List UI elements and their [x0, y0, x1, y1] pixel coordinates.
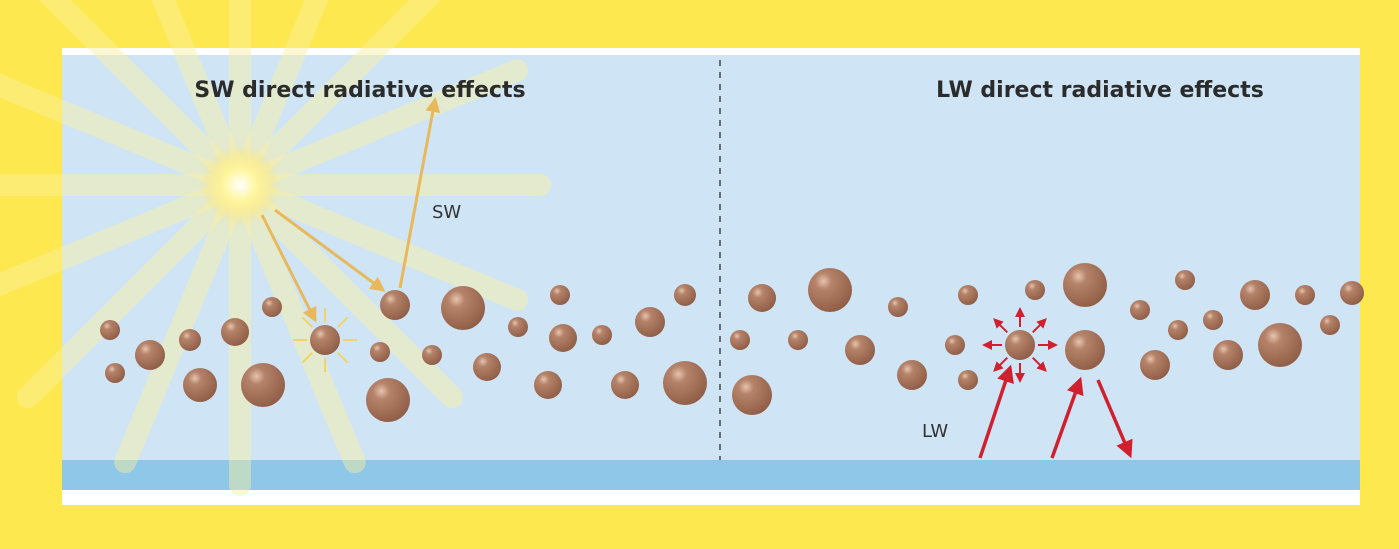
- aerosol: [897, 360, 927, 390]
- aerosol: [1240, 280, 1270, 310]
- aerosol: [808, 268, 852, 312]
- aerosol: [508, 317, 528, 337]
- aerosol: [135, 340, 165, 370]
- aerosol: [1005, 330, 1035, 360]
- aerosol: [674, 284, 696, 306]
- aerosol: [748, 284, 776, 312]
- aerosol: [1340, 281, 1364, 305]
- aerosol: [1258, 323, 1302, 367]
- aerosol: [611, 371, 639, 399]
- aerosol: [788, 330, 808, 350]
- lw-label: LW: [922, 421, 948, 442]
- aerosol: [549, 324, 577, 352]
- aerosol: [1203, 310, 1223, 330]
- aerosol: [473, 353, 501, 381]
- sun: [200, 145, 280, 225]
- aerosol: [310, 325, 340, 355]
- aerosol: [366, 378, 410, 422]
- aerosol: [1320, 315, 1340, 335]
- aerosol: [441, 286, 485, 330]
- aerosol: [370, 342, 390, 362]
- sw-label: SW: [432, 202, 461, 223]
- aerosol: [1175, 270, 1195, 290]
- aerosol: [592, 325, 612, 345]
- aerosol: [888, 297, 908, 317]
- aerosol: [1168, 320, 1188, 340]
- aerosol: [1063, 263, 1107, 307]
- aerosol: [100, 320, 120, 340]
- aerosol: [422, 345, 442, 365]
- aerosol: [945, 335, 965, 355]
- diagram: SW direct radiative effects LW direct ra…: [0, 0, 1399, 549]
- aerosol: [550, 285, 570, 305]
- aerosol: [958, 370, 978, 390]
- aerosol: [958, 285, 978, 305]
- panel-title: LW direct radiative effects: [936, 78, 1264, 103]
- aerosol: [845, 335, 875, 365]
- ground: [62, 460, 1360, 490]
- aerosol: [1140, 350, 1170, 380]
- page: SW direct radiative effects LW direct ra…: [0, 0, 1399, 549]
- aerosol: [534, 371, 562, 399]
- panel-title: SW direct radiative effects: [194, 78, 525, 103]
- aerosol: [663, 361, 707, 405]
- aerosol: [1065, 330, 1105, 370]
- aerosol: [241, 363, 285, 407]
- aerosol: [262, 297, 282, 317]
- aerosol: [732, 375, 772, 415]
- aerosol: [1213, 340, 1243, 370]
- aerosol: [380, 290, 410, 320]
- aerosol: [221, 318, 249, 346]
- aerosol: [179, 329, 201, 351]
- aerosol: [183, 368, 217, 402]
- aerosol: [105, 363, 125, 383]
- aerosol: [1025, 280, 1045, 300]
- aerosol: [635, 307, 665, 337]
- aerosol: [730, 330, 750, 350]
- aerosol: [1130, 300, 1150, 320]
- aerosol: [1295, 285, 1315, 305]
